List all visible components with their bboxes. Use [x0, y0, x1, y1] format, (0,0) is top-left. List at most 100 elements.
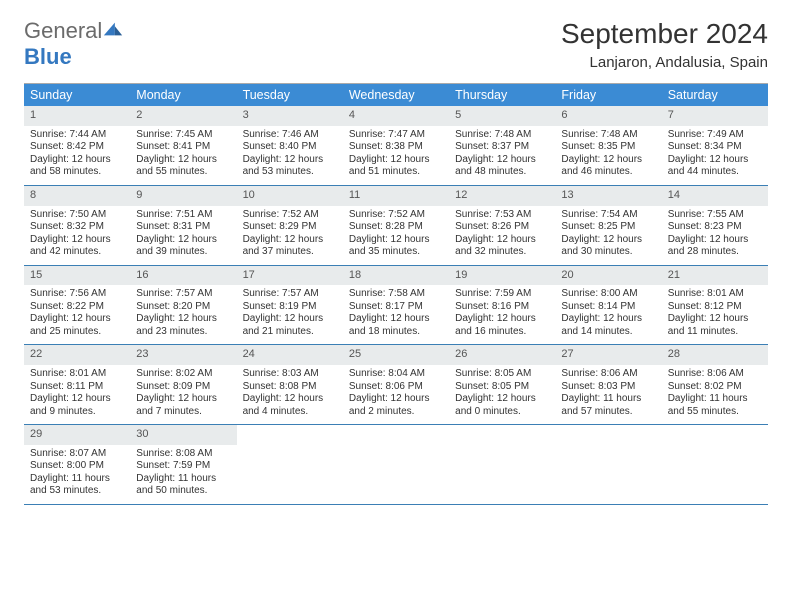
- day-header-cell: Sunday: [24, 84, 130, 106]
- sunset-line: Sunset: 8:25 PM: [561, 221, 655, 234]
- day-cell: [555, 425, 661, 504]
- day-number: 13: [555, 186, 661, 206]
- day-number: 25: [343, 345, 449, 365]
- day-cell: [662, 425, 768, 504]
- day-cell: 27Sunrise: 8:06 AMSunset: 8:03 PMDayligh…: [555, 345, 661, 424]
- sunset-line: Sunset: 8:11 PM: [30, 381, 124, 394]
- sunrise-line: Sunrise: 8:06 AM: [668, 368, 762, 381]
- daylight-line: Daylight: 12 hours and 4 minutes.: [243, 393, 337, 418]
- day-body: Sunrise: 7:56 AMSunset: 8:22 PMDaylight:…: [24, 288, 130, 338]
- daylight-line: Daylight: 12 hours and 2 minutes.: [349, 393, 443, 418]
- day-cell: 21Sunrise: 8:01 AMSunset: 8:12 PMDayligh…: [662, 266, 768, 345]
- logo-text: GeneralBlue: [24, 18, 124, 70]
- day-cell: 24Sunrise: 8:03 AMSunset: 8:08 PMDayligh…: [237, 345, 343, 424]
- sunrise-line: Sunrise: 7:48 AM: [561, 129, 655, 142]
- sunrise-line: Sunrise: 8:07 AM: [30, 448, 124, 461]
- day-cell: 16Sunrise: 7:57 AMSunset: 8:20 PMDayligh…: [130, 266, 236, 345]
- sunrise-line: Sunrise: 7:58 AM: [349, 288, 443, 301]
- day-number: 9: [130, 186, 236, 206]
- daylight-line: Daylight: 12 hours and 25 minutes.: [30, 313, 124, 338]
- day-number: 15: [24, 266, 130, 286]
- day-cell: 9 Sunrise: 7:51 AMSunset: 8:31 PMDaylight…: [130, 186, 236, 265]
- day-number: 3: [237, 106, 343, 126]
- day-number: 14: [662, 186, 768, 206]
- header: GeneralBlue September 2024 Lanjaron, And…: [24, 18, 768, 71]
- logo-triangle-icon: [102, 20, 124, 38]
- daylight-line: Daylight: 12 hours and 0 minutes.: [455, 393, 549, 418]
- day-body: Sunrise: 7:58 AMSunset: 8:17 PMDaylight:…: [343, 288, 449, 338]
- day-number: 6: [555, 106, 661, 126]
- day-cell: 1Sunrise: 7:44 AMSunset: 8:42 PMDaylight…: [24, 106, 130, 185]
- sunrise-line: Sunrise: 7:51 AM: [136, 209, 230, 222]
- sunset-line: Sunset: 8:23 PM: [668, 221, 762, 234]
- sunset-line: Sunset: 8:42 PM: [30, 141, 124, 154]
- sunset-line: Sunset: 8:00 PM: [30, 460, 124, 473]
- day-body: Sunrise: 7:53 AMSunset: 8:26 PMDaylight:…: [449, 209, 555, 259]
- sunrise-line: Sunrise: 7:46 AM: [243, 129, 337, 142]
- sunrise-line: Sunrise: 7:45 AM: [136, 129, 230, 142]
- day-body: Sunrise: 8:01 AMSunset: 8:12 PMDaylight:…: [662, 288, 768, 338]
- daylight-line: Daylight: 12 hours and 55 minutes.: [136, 154, 230, 179]
- month-title: September 2024: [561, 18, 768, 50]
- day-cell: 23Sunrise: 8:02 AMSunset: 8:09 PMDayligh…: [130, 345, 236, 424]
- day-body: Sunrise: 8:05 AMSunset: 8:05 PMDaylight:…: [449, 368, 555, 418]
- day-cell: [343, 425, 449, 504]
- day-number: 8: [24, 186, 130, 206]
- daylight-line: Daylight: 12 hours and 39 minutes.: [136, 234, 230, 259]
- day-cell: [449, 425, 555, 504]
- day-cell: 5Sunrise: 7:48 AMSunset: 8:37 PMDaylight…: [449, 106, 555, 185]
- day-body: Sunrise: 7:55 AMSunset: 8:23 PMDaylight:…: [662, 209, 768, 259]
- sunset-line: Sunset: 8:02 PM: [668, 381, 762, 394]
- day-number: 11: [343, 186, 449, 206]
- day-number: 2: [130, 106, 236, 126]
- daylight-line: Daylight: 12 hours and 46 minutes.: [561, 154, 655, 179]
- sunset-line: Sunset: 8:40 PM: [243, 141, 337, 154]
- day-number: 16: [130, 266, 236, 286]
- day-header-cell: Wednesday: [343, 84, 449, 106]
- day-cell: 29Sunrise: 8:07 AMSunset: 8:00 PMDayligh…: [24, 425, 130, 504]
- day-header-cell: Thursday: [449, 84, 555, 106]
- day-cell: 22Sunrise: 8:01 AMSunset: 8:11 PMDayligh…: [24, 345, 130, 424]
- sunrise-line: Sunrise: 8:00 AM: [561, 288, 655, 301]
- daylight-line: Daylight: 12 hours and 9 minutes.: [30, 393, 124, 418]
- sunrise-line: Sunrise: 7:53 AM: [455, 209, 549, 222]
- daylight-line: Daylight: 12 hours and 23 minutes.: [136, 313, 230, 338]
- title-block: September 2024 Lanjaron, Andalusia, Spai…: [561, 18, 768, 71]
- day-cell: 20Sunrise: 8:00 AMSunset: 8:14 PMDayligh…: [555, 266, 661, 345]
- daylight-line: Daylight: 12 hours and 58 minutes.: [30, 154, 124, 179]
- day-body: Sunrise: 7:44 AMSunset: 8:42 PMDaylight:…: [24, 129, 130, 179]
- day-header-row: SundayMondayTuesdayWednesdayThursdayFrid…: [24, 84, 768, 106]
- sunrise-line: Sunrise: 8:01 AM: [668, 288, 762, 301]
- day-cell: 18Sunrise: 7:58 AMSunset: 8:17 PMDayligh…: [343, 266, 449, 345]
- sunset-line: Sunset: 8:31 PM: [136, 221, 230, 234]
- sunset-line: Sunset: 8:08 PM: [243, 381, 337, 394]
- day-number: 12: [449, 186, 555, 206]
- daylight-line: Daylight: 12 hours and 53 minutes.: [243, 154, 337, 179]
- sunrise-line: Sunrise: 7:50 AM: [30, 209, 124, 222]
- sunrise-line: Sunrise: 7:55 AM: [668, 209, 762, 222]
- sunrise-line: Sunrise: 8:01 AM: [30, 368, 124, 381]
- sunset-line: Sunset: 8:03 PM: [561, 381, 655, 394]
- logo-blue: Blue: [24, 44, 72, 69]
- day-body: Sunrise: 8:04 AMSunset: 8:06 PMDaylight:…: [343, 368, 449, 418]
- sunset-line: Sunset: 8:34 PM: [668, 141, 762, 154]
- day-cell: 3 Sunrise: 7:46 AMSunset: 8:40 PMDaylight…: [237, 106, 343, 185]
- day-cell: 25 Sunrise: 8:04 AMSunset: 8:06 PMDayligh…: [343, 345, 449, 424]
- sunrise-line: Sunrise: 7:52 AM: [349, 209, 443, 222]
- day-body: Sunrise: 7:57 AMSunset: 8:19 PMDaylight:…: [237, 288, 343, 338]
- day-body: Sunrise: 8:06 AMSunset: 8:03 PMDaylight:…: [555, 368, 661, 418]
- day-cell: 19Sunrise: 7:59 AMSunset: 8:16 PMDayligh…: [449, 266, 555, 345]
- sunset-line: Sunset: 8:09 PM: [136, 381, 230, 394]
- week-row: 8 Sunrise: 7:50 AMSunset: 8:32 PMDaylight…: [24, 186, 768, 266]
- day-body: Sunrise: 7:57 AMSunset: 8:20 PMDaylight:…: [130, 288, 236, 338]
- location: Lanjaron, Andalusia, Spain: [561, 54, 768, 71]
- day-body: Sunrise: 7:50 AMSunset: 8:32 PMDaylight:…: [24, 209, 130, 259]
- week-row: 15Sunrise: 7:56 AMSunset: 8:22 PMDayligh…: [24, 266, 768, 346]
- sunset-line: Sunset: 8:29 PM: [243, 221, 337, 234]
- sunrise-line: Sunrise: 7:48 AM: [455, 129, 549, 142]
- sunset-line: Sunset: 7:59 PM: [136, 460, 230, 473]
- day-body: Sunrise: 7:51 AMSunset: 8:31 PMDaylight:…: [130, 209, 236, 259]
- daylight-line: Daylight: 12 hours and 51 minutes.: [349, 154, 443, 179]
- sunset-line: Sunset: 8:41 PM: [136, 141, 230, 154]
- sunrise-line: Sunrise: 7:57 AM: [243, 288, 337, 301]
